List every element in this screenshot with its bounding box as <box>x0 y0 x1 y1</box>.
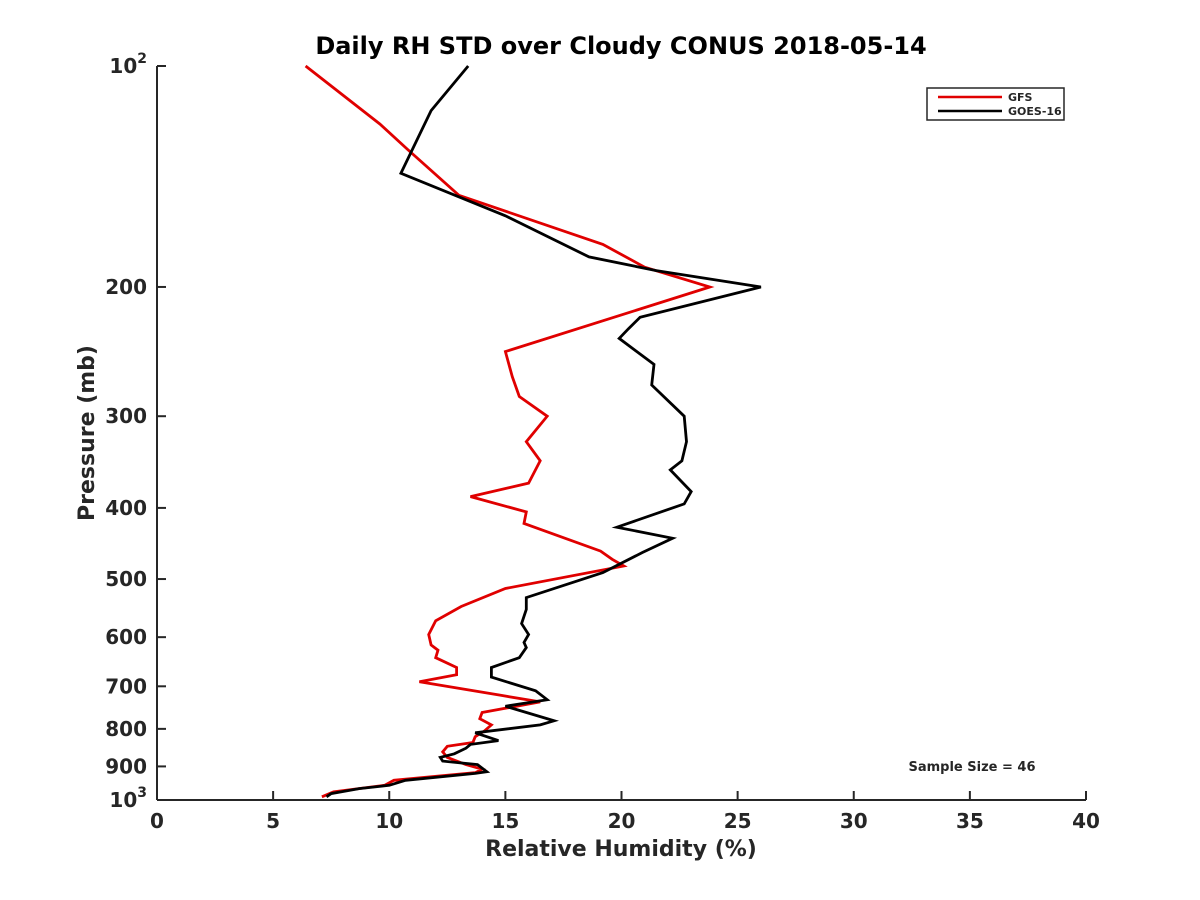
plot-area: 0 5 10 15 20 25 30 35 40 102 200 300 400 500 600 700 80… <box>105 51 1100 833</box>
y-tick-exponent: 3 <box>137 785 147 801</box>
x-tick-label: 20 <box>608 809 636 833</box>
chart-title: Daily RH STD over Cloudy CONUS 2018-05-1… <box>315 32 926 60</box>
y-axis-label: Pressure (mb) <box>75 345 100 521</box>
y-tick-label: 600 <box>105 625 147 649</box>
y-tick-label: 500 <box>105 567 147 591</box>
legend-label-gfs: GFS <box>1008 91 1033 104</box>
x-axis-label: Relative Humidity (%) <box>485 837 757 862</box>
x-tick-label: 30 <box>840 809 868 833</box>
legend-box <box>926 87 1065 121</box>
y-tick-label: 102 <box>109 51 147 78</box>
y-tick-exponent: 2 <box>137 51 147 67</box>
y-tick-label: 300 <box>105 404 147 428</box>
x-tick-label: 15 <box>491 809 519 833</box>
sample-size-annotation: Sample Size = 46 <box>908 760 1035 775</box>
y-tick-label: 103 <box>109 785 147 812</box>
x-tick-label: 10 <box>375 809 403 833</box>
x-tick-label: 5 <box>266 809 280 833</box>
y-tick-label: 200 <box>105 275 147 299</box>
x-tick-label: 0 <box>150 809 164 833</box>
y-tick-label: 900 <box>105 754 147 778</box>
legend: GFS GOES-16 <box>926 87 1065 121</box>
y-ticks: 102 200 300 400 500 600 700 800 900 103 <box>105 51 166 812</box>
y-tick-label: 800 <box>105 717 147 741</box>
series-layer <box>304 64 762 799</box>
x-tick-label: 40 <box>1072 809 1100 833</box>
x-tick-label: 35 <box>956 809 984 833</box>
legend-label-goes-16: GOES-16 <box>1008 105 1062 118</box>
x-ticks: 0 5 10 15 20 25 30 35 40 <box>150 791 1100 833</box>
x-tick-label: 25 <box>724 809 752 833</box>
y-tick-label: 700 <box>105 674 147 698</box>
series-line-goes-16 <box>325 65 762 798</box>
series-line-gfs <box>304 64 715 799</box>
y-tick-label: 400 <box>105 496 147 520</box>
